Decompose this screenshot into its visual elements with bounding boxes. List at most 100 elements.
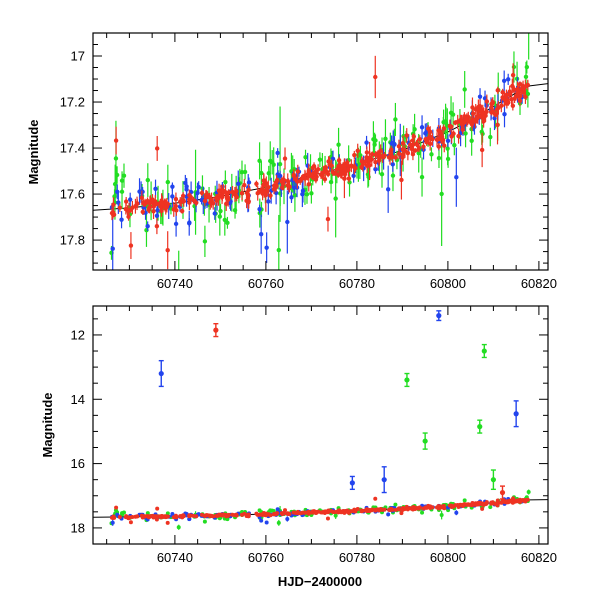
data-point <box>209 513 214 518</box>
data-point <box>511 496 516 501</box>
data-point <box>277 161 283 167</box>
outlier-point <box>477 424 483 430</box>
data-point <box>176 525 181 530</box>
data-point <box>470 111 476 116</box>
data-point <box>459 120 464 125</box>
data-point <box>387 507 392 512</box>
data-point <box>523 74 529 80</box>
data-point <box>139 513 144 518</box>
data-point <box>173 513 178 518</box>
data-point <box>349 509 354 514</box>
data-point <box>364 140 369 145</box>
data-point <box>412 148 418 153</box>
outlier-point <box>381 477 387 483</box>
data-point <box>275 507 280 512</box>
data-point <box>393 507 398 512</box>
data-point <box>373 507 378 512</box>
data-point <box>230 189 235 195</box>
data-point <box>383 136 388 141</box>
data-point <box>246 180 252 185</box>
data-point <box>490 109 496 114</box>
data-point <box>399 177 404 183</box>
data-point <box>347 180 352 185</box>
data-point <box>524 64 530 70</box>
data-point <box>217 214 223 219</box>
data-point <box>525 82 530 88</box>
data-point <box>234 194 239 200</box>
data-point <box>216 513 221 518</box>
data-point <box>517 500 522 505</box>
data-point <box>261 178 266 183</box>
data-point <box>276 247 282 253</box>
data-point <box>306 182 311 187</box>
data-point <box>194 514 199 519</box>
data-point <box>429 152 434 157</box>
data-point <box>455 119 460 125</box>
data-point <box>510 72 516 78</box>
data-point <box>500 90 505 95</box>
data-point <box>462 502 467 507</box>
x-tick-label: 60780 <box>339 550 375 565</box>
data-point <box>218 208 223 214</box>
data-point <box>202 239 208 244</box>
data-point <box>113 138 119 143</box>
data-point <box>454 175 459 180</box>
data-point <box>117 205 123 210</box>
data-point <box>259 518 264 523</box>
data-point <box>462 498 467 503</box>
outlier-point <box>436 313 442 319</box>
data-point <box>390 162 395 167</box>
outlier-point <box>513 411 519 417</box>
data-point <box>346 167 351 173</box>
data-point <box>181 513 186 518</box>
y-tick-label: 17.6 <box>60 187 85 202</box>
data-point <box>463 131 468 136</box>
data-point <box>411 134 417 139</box>
data-point <box>477 104 483 109</box>
outlier-point <box>499 489 506 496</box>
data-point <box>346 176 352 181</box>
data-point <box>500 95 505 100</box>
data-point <box>390 154 395 160</box>
data-point <box>165 179 171 185</box>
data-point <box>291 510 296 515</box>
data-point <box>475 502 480 507</box>
data-point <box>328 179 334 185</box>
data-point <box>511 64 517 70</box>
data-point <box>493 112 498 117</box>
data-point <box>159 208 164 214</box>
data-point <box>194 200 199 205</box>
data-point <box>257 206 262 212</box>
data-point <box>500 499 505 504</box>
data-point <box>285 516 290 521</box>
data-point <box>258 231 264 237</box>
data-point <box>173 196 179 202</box>
data-point <box>488 505 493 510</box>
x-tick-label: 60760 <box>248 550 284 565</box>
data-point <box>327 162 332 167</box>
data-point <box>155 208 160 213</box>
data-point <box>416 506 421 511</box>
data-point <box>420 510 425 515</box>
data-point <box>187 200 192 205</box>
data-point <box>119 189 125 194</box>
data-point <box>489 105 494 110</box>
data-point <box>405 150 411 156</box>
data-point <box>445 138 451 144</box>
data-point <box>336 158 342 163</box>
data-point <box>525 497 530 502</box>
data-point <box>264 520 269 525</box>
data-point <box>150 513 155 518</box>
data-point <box>268 513 273 518</box>
top-panel-y-axis-label: Magnitude <box>26 120 41 185</box>
bottom-panel-y-axis-label: Magnitude <box>40 393 55 458</box>
data-point <box>436 144 442 149</box>
data-point <box>114 505 119 510</box>
data-point <box>232 207 238 213</box>
data-point <box>371 137 376 142</box>
data-point <box>454 510 459 515</box>
data-point <box>479 147 485 153</box>
data-point <box>480 506 485 511</box>
data-point <box>140 209 145 215</box>
data-point <box>111 515 116 520</box>
